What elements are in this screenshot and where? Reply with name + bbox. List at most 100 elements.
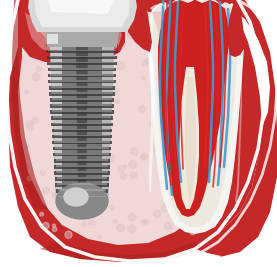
Polygon shape xyxy=(8,0,262,262)
Polygon shape xyxy=(153,0,238,227)
Ellipse shape xyxy=(99,98,105,103)
Ellipse shape xyxy=(113,219,117,224)
Polygon shape xyxy=(49,86,115,89)
Ellipse shape xyxy=(118,166,125,172)
Ellipse shape xyxy=(57,169,61,173)
Ellipse shape xyxy=(172,33,176,36)
Ellipse shape xyxy=(78,108,83,112)
Ellipse shape xyxy=(45,40,48,43)
Polygon shape xyxy=(50,80,114,82)
Polygon shape xyxy=(55,183,109,187)
Ellipse shape xyxy=(78,72,84,78)
Polygon shape xyxy=(51,86,113,88)
Ellipse shape xyxy=(202,224,207,229)
Polygon shape xyxy=(58,189,106,191)
Ellipse shape xyxy=(65,93,68,97)
Ellipse shape xyxy=(98,195,103,201)
Ellipse shape xyxy=(42,222,49,229)
Polygon shape xyxy=(56,159,108,161)
Polygon shape xyxy=(55,147,109,149)
Polygon shape xyxy=(49,56,115,57)
Ellipse shape xyxy=(166,122,171,127)
Polygon shape xyxy=(49,92,115,96)
Polygon shape xyxy=(46,0,117,14)
Ellipse shape xyxy=(178,46,185,53)
Ellipse shape xyxy=(108,54,112,58)
Ellipse shape xyxy=(124,165,127,168)
Ellipse shape xyxy=(58,133,62,136)
Ellipse shape xyxy=(162,43,168,49)
Ellipse shape xyxy=(128,225,136,233)
Polygon shape xyxy=(34,0,130,27)
Ellipse shape xyxy=(32,117,38,124)
Polygon shape xyxy=(48,50,116,51)
Ellipse shape xyxy=(84,29,89,35)
Ellipse shape xyxy=(120,173,127,179)
Ellipse shape xyxy=(106,140,110,143)
Ellipse shape xyxy=(184,123,187,126)
Ellipse shape xyxy=(192,135,195,138)
Polygon shape xyxy=(54,165,110,168)
Ellipse shape xyxy=(169,226,172,229)
Polygon shape xyxy=(56,195,108,199)
Polygon shape xyxy=(54,129,111,130)
Ellipse shape xyxy=(151,144,158,152)
Ellipse shape xyxy=(153,53,157,57)
Ellipse shape xyxy=(174,39,178,42)
Ellipse shape xyxy=(130,172,137,178)
Ellipse shape xyxy=(169,97,176,104)
Ellipse shape xyxy=(26,121,32,127)
Polygon shape xyxy=(50,47,114,219)
Ellipse shape xyxy=(172,110,176,114)
Polygon shape xyxy=(55,177,109,181)
Ellipse shape xyxy=(153,57,160,64)
Ellipse shape xyxy=(77,134,84,141)
Ellipse shape xyxy=(114,56,118,60)
Polygon shape xyxy=(149,37,155,192)
Ellipse shape xyxy=(111,88,119,95)
Ellipse shape xyxy=(180,175,185,180)
Polygon shape xyxy=(54,159,111,163)
Ellipse shape xyxy=(55,75,60,80)
Polygon shape xyxy=(228,0,244,57)
Ellipse shape xyxy=(131,148,138,155)
Ellipse shape xyxy=(61,34,65,38)
Polygon shape xyxy=(53,147,111,150)
Polygon shape xyxy=(48,68,116,71)
Polygon shape xyxy=(51,123,113,126)
Ellipse shape xyxy=(88,221,92,225)
Ellipse shape xyxy=(65,231,72,238)
Ellipse shape xyxy=(160,167,166,172)
Ellipse shape xyxy=(87,77,92,83)
Ellipse shape xyxy=(188,135,195,142)
Polygon shape xyxy=(50,104,114,108)
Ellipse shape xyxy=(113,36,118,41)
Ellipse shape xyxy=(172,213,178,219)
Ellipse shape xyxy=(186,206,191,211)
Ellipse shape xyxy=(164,222,171,229)
Polygon shape xyxy=(47,56,117,59)
Ellipse shape xyxy=(161,204,169,212)
Polygon shape xyxy=(52,135,112,138)
Ellipse shape xyxy=(168,33,171,37)
Polygon shape xyxy=(57,183,107,185)
Ellipse shape xyxy=(145,58,151,64)
Ellipse shape xyxy=(72,137,77,142)
Polygon shape xyxy=(45,32,119,47)
Ellipse shape xyxy=(141,220,146,225)
Polygon shape xyxy=(102,47,114,199)
Ellipse shape xyxy=(107,155,114,162)
Polygon shape xyxy=(148,0,244,234)
Polygon shape xyxy=(46,44,118,47)
Ellipse shape xyxy=(190,229,196,235)
Ellipse shape xyxy=(96,137,103,144)
Polygon shape xyxy=(18,0,125,62)
Polygon shape xyxy=(40,242,200,262)
Polygon shape xyxy=(18,9,208,245)
Ellipse shape xyxy=(142,76,145,80)
Ellipse shape xyxy=(64,188,88,206)
Polygon shape xyxy=(56,189,108,193)
Ellipse shape xyxy=(82,222,86,226)
Ellipse shape xyxy=(81,171,85,174)
Polygon shape xyxy=(54,171,110,175)
